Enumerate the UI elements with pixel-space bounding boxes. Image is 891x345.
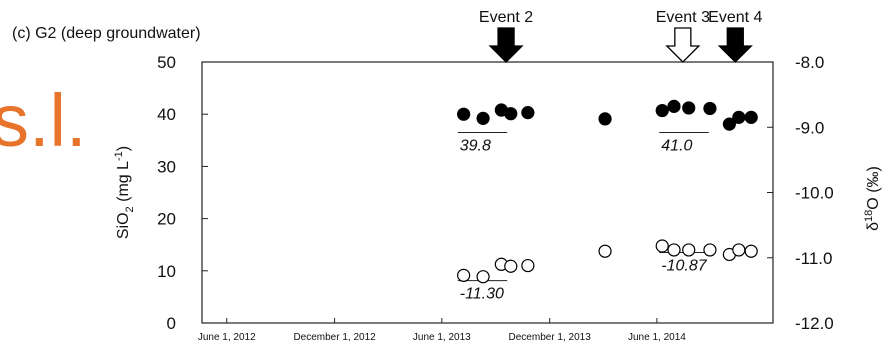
y-right-tick-label: -11.0 [795, 249, 833, 268]
sio2-point [744, 110, 758, 124]
x-tick-label: June 1, 2013 [413, 332, 471, 343]
y-left-tick-label: 40 [157, 105, 176, 124]
sio2-point [476, 111, 490, 125]
event-arrow [717, 27, 753, 63]
x-tick-label: December 1, 2012 [293, 332, 376, 343]
y-right-axis-label: δ18O (‰) [863, 166, 882, 231]
x-tick-label: December 1, 2013 [509, 332, 592, 343]
delta18o-point [682, 243, 696, 257]
sio2-point [703, 101, 717, 116]
y-left-tick-label: 50 [157, 53, 176, 72]
y-right-tick-label: -10.0 [795, 184, 834, 203]
event-label: Event 2 [479, 9, 533, 26]
delta18o-point [504, 259, 518, 273]
mean-label: -11.30 [460, 286, 504, 303]
y-left-tick-label: 30 [157, 157, 176, 176]
plot-frame [201, 61, 774, 324]
delta18o-point [521, 258, 535, 273]
sio2-point [598, 112, 612, 126]
delta18o-point [598, 244, 612, 258]
event-label: Event 3 [656, 9, 710, 26]
chart-title: (c) G2 (deep groundwater) [12, 25, 201, 42]
y-left-tick-label: 20 [157, 210, 176, 229]
sio2-point [655, 103, 669, 118]
y-left-axis-label: SiO2 (mg L-1) [113, 146, 136, 239]
y-right-tick-label: -12.0 [795, 314, 834, 333]
delta18o-point [667, 243, 681, 257]
sio2-point [682, 101, 696, 115]
sio2-point [732, 110, 746, 124]
mean-label: -10.87 [661, 258, 707, 275]
delta18o-point [732, 243, 746, 257]
y-left-tick-label: 10 [157, 262, 176, 281]
y-left-tick-label: 0 [167, 314, 176, 333]
x-tick-label: June 1, 2012 [198, 332, 256, 343]
sio2-point [457, 107, 471, 121]
mean-label: 39.8 [460, 137, 491, 154]
delta18o-point [476, 270, 490, 284]
delta18o-point [744, 244, 758, 258]
delta18o-point [703, 243, 717, 257]
event-arrow [665, 27, 701, 63]
sio2-point [504, 107, 518, 121]
background-fragment-text: s.l. [0, 79, 87, 162]
event-arrow [488, 27, 524, 63]
sio2-point [521, 106, 535, 120]
sio2-point [722, 117, 736, 131]
event-label: Event 4 [708, 9, 762, 26]
y-right-tick-label: -9.0 [795, 118, 824, 137]
mean-label: 41.0 [661, 137, 692, 154]
x-tick-label: June 1, 2014 [628, 332, 686, 343]
delta18o-point [457, 268, 471, 282]
sio2-point [667, 99, 681, 113]
delta18o-point [655, 239, 669, 253]
y-right-tick-label: -8.0 [795, 53, 824, 72]
